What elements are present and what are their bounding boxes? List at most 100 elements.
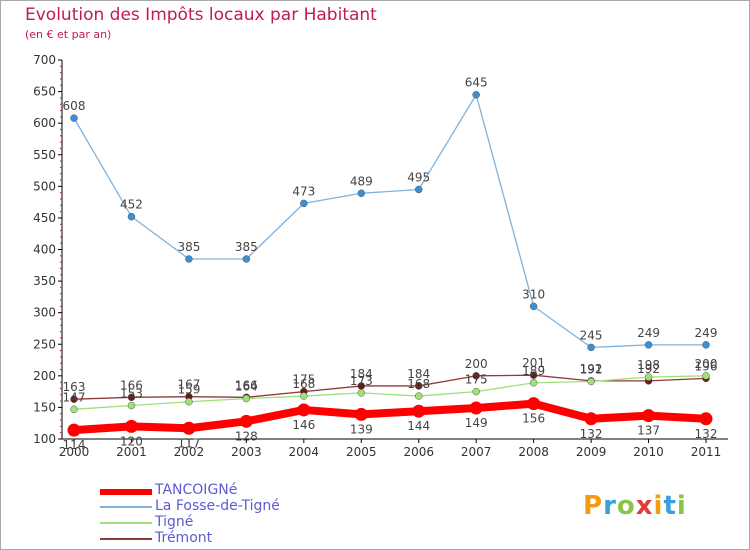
x-tick-label: 2011 bbox=[691, 445, 722, 459]
y-tick-label: 350 bbox=[33, 274, 56, 288]
data-label-la-fosse-de-tign-: 473 bbox=[292, 184, 315, 198]
x-tick-label: 2003 bbox=[231, 445, 262, 459]
data-label-tancoign-: 146 bbox=[292, 418, 315, 432]
y-tick-label: 250 bbox=[33, 337, 56, 351]
x-tick-label: 2005 bbox=[346, 445, 377, 459]
y-tick-label: 300 bbox=[33, 306, 56, 320]
x-tick-label: 2010 bbox=[633, 445, 664, 459]
data-label-tr-mont: 192 bbox=[637, 362, 660, 376]
logo-letter: P bbox=[583, 491, 604, 521]
data-label-tr-mont: 184 bbox=[407, 367, 430, 381]
data-label-tign-: 198 bbox=[637, 358, 660, 372]
data-label-la-fosse-de-tign-: 608 bbox=[63, 99, 86, 113]
data-point-tign- bbox=[357, 389, 366, 397]
data-label-tign-: 191 bbox=[580, 363, 603, 377]
data-label-tign-: 200 bbox=[695, 357, 718, 371]
data-point-tign- bbox=[300, 392, 308, 400]
data-point-tign- bbox=[587, 377, 595, 386]
data-point-tancoign- bbox=[699, 412, 713, 426]
data-point-tign- bbox=[70, 405, 78, 414]
logo-letter: r bbox=[603, 491, 617, 521]
legend-swatch-tigne bbox=[100, 522, 152, 524]
data-label-tr-mont: 184 bbox=[350, 367, 373, 381]
data-label-la-fosse-de-tign-: 489 bbox=[350, 174, 373, 188]
data-point-la-fosse-de-tign- bbox=[644, 341, 653, 349]
data-point-tancoign- bbox=[642, 409, 656, 423]
data-label-tign-: 153 bbox=[120, 387, 143, 401]
legend-label: La Fosse-de-Tigné bbox=[155, 498, 280, 514]
x-tick-label: 2000 bbox=[59, 445, 90, 459]
data-label-la-fosse-de-tign-: 249 bbox=[695, 326, 718, 340]
data-point-tancoign- bbox=[239, 414, 253, 428]
data-label-tancoign-: 139 bbox=[350, 422, 373, 436]
logo-letter: i bbox=[676, 491, 687, 521]
data-label-tr-mont: 201 bbox=[522, 356, 545, 370]
x-tick-label: 2004 bbox=[289, 445, 320, 459]
data-point-la-fosse-de-tign- bbox=[127, 212, 136, 221]
y-tick-label: 450 bbox=[33, 211, 56, 225]
data-point-tancoign- bbox=[297, 403, 311, 417]
data-label-tancoign-: 137 bbox=[637, 424, 660, 438]
x-tick-label: 2006 bbox=[403, 445, 434, 459]
data-label-tign-: 159 bbox=[177, 383, 200, 397]
data-point-tancoign- bbox=[527, 397, 541, 411]
data-point-tign- bbox=[529, 379, 538, 387]
data-label-tr-mont: 166 bbox=[120, 378, 143, 392]
legend-swatch-tremont bbox=[100, 538, 152, 540]
data-label-tr-mont: 175 bbox=[292, 373, 315, 387]
data-label-tancoign-: 117 bbox=[177, 436, 200, 450]
series-line-tr-mont bbox=[73, 374, 707, 400]
y-tick-label: 400 bbox=[33, 243, 56, 257]
logo-letter: i bbox=[653, 491, 664, 521]
logo-letter: x bbox=[635, 491, 654, 521]
chart-subtitle: (en € et par an) bbox=[25, 28, 112, 41]
series-line-tancoign- bbox=[70, 399, 710, 435]
data-point-tancoign- bbox=[469, 401, 483, 415]
data-label-tr-mont: 166 bbox=[235, 378, 258, 392]
data-label-tign-: 175 bbox=[465, 373, 488, 387]
x-tick-label: 2008 bbox=[518, 445, 549, 459]
y-tick-label: 150 bbox=[33, 400, 56, 414]
legend-label: TANCOIGNé bbox=[155, 482, 238, 498]
data-point-la-fosse-de-tign- bbox=[70, 114, 78, 122]
legend-swatch-tancoigne bbox=[100, 489, 152, 495]
legend-label: Trémont bbox=[155, 530, 213, 546]
data-point-tancoign- bbox=[67, 423, 81, 437]
data-label-tr-mont: 167 bbox=[177, 378, 200, 392]
y-tick-label: 550 bbox=[33, 148, 56, 162]
data-point-la-fosse-de-tign- bbox=[185, 255, 193, 263]
data-label-tign-: 147 bbox=[63, 390, 86, 404]
data-label-la-fosse-de-tign-: 452 bbox=[120, 198, 143, 212]
data-label-la-fosse-de-tign-: 310 bbox=[522, 287, 545, 301]
x-tick-label: 2001 bbox=[116, 445, 147, 459]
data-label-tancoign-: 128 bbox=[235, 429, 258, 443]
data-label-tancoign-: 120 bbox=[120, 434, 143, 448]
data-point-la-fosse-de-tign- bbox=[702, 341, 710, 349]
data-label-tr-mont: 192 bbox=[580, 362, 603, 376]
data-label-tr-mont: 163 bbox=[63, 380, 86, 394]
logo-letter: o bbox=[616, 491, 636, 521]
y-tick-label: 100 bbox=[33, 432, 56, 446]
y-tick-label: 200 bbox=[33, 369, 56, 383]
data-label-tancoign-: 132 bbox=[580, 427, 603, 441]
data-point-tr-mont bbox=[70, 395, 78, 403]
data-point-la-fosse-de-tign- bbox=[529, 302, 538, 311]
data-point-tr-mont bbox=[127, 393, 136, 402]
data-label-tign-: 173 bbox=[350, 374, 373, 388]
data-point-tancoign- bbox=[354, 407, 368, 421]
data-label-tancoign-: 144 bbox=[407, 419, 430, 433]
data-label-tancoign-: 149 bbox=[465, 416, 488, 430]
data-point-tr-mont bbox=[414, 382, 423, 390]
data-label-tign-: 168 bbox=[292, 377, 315, 391]
data-point-tr-mont bbox=[529, 371, 538, 379]
data-label-la-fosse-de-tign-: 249 bbox=[637, 326, 660, 340]
data-point-tign- bbox=[242, 394, 251, 403]
data-label-la-fosse-de-tign-: 385 bbox=[235, 240, 258, 254]
series-line-la-fosse-de-tign- bbox=[73, 94, 707, 349]
data-point-la-fosse-de-tign- bbox=[472, 90, 480, 99]
logo-letter: t bbox=[663, 491, 677, 521]
data-label-tancoign-: 156 bbox=[522, 412, 545, 426]
data-point-tign- bbox=[185, 397, 193, 406]
